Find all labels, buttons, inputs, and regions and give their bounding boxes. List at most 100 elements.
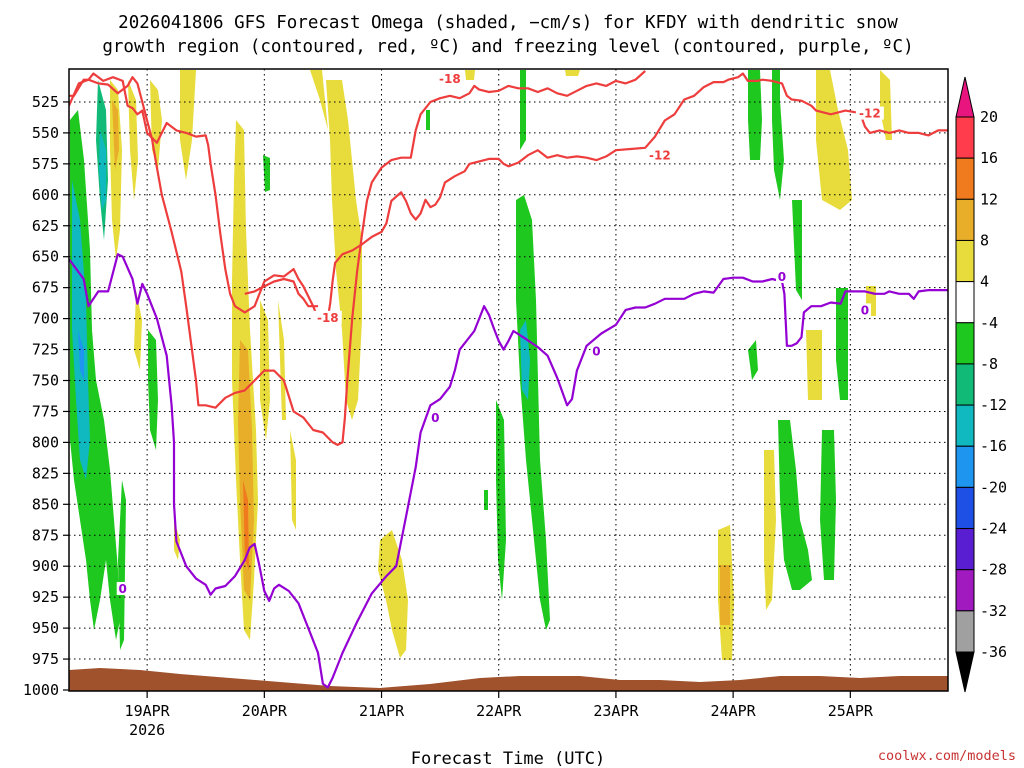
colorbar-label: 8 [980,231,989,249]
x-tick-label: 21APR [359,702,405,720]
contour-label: 0 [861,303,869,317]
omega-positive-area [465,70,475,80]
y-tick-label: 925 [32,588,59,606]
omega-negative-area [516,195,550,630]
x-tick-label: 22APR [476,702,522,720]
colorbar-swatch [955,486,975,530]
y-tick-label: 650 [32,248,59,266]
y-tick-label: 625 [32,217,59,235]
y-tick-label: 675 [32,279,59,297]
omega-shading [70,70,892,660]
x-tick-label: 25APR [828,702,874,720]
colorbar-label: 20 [980,108,998,126]
omega-negative-area [99,130,106,210]
x-axis-title: Forecast Time (UTC) [411,749,605,768]
colorbar-label: 4 [980,273,989,291]
omega-positive-area [806,330,822,400]
y-tick-label: 850 [32,495,59,513]
contour-label: -12 [649,149,671,163]
omega-positive-area [378,530,408,658]
colorbar-label: -20 [980,478,1007,496]
contour-label: 0 [431,411,439,425]
omega-positive-area [565,70,580,76]
y-tick-label: 950 [32,619,59,637]
omega-negative-area [772,70,784,200]
colorbar-label: -16 [980,437,1007,455]
omega-positive-area [290,430,296,530]
contour-label: 0 [592,344,600,358]
omega-positive-area [310,70,328,130]
colorbar-label: -32 [980,602,1007,620]
colorbar: 20 16 12 8 4 -4 -8 -12 -16 -20 -24 -28 -32 -36 [955,76,1007,693]
colorbar-swatch [955,610,975,653]
contour-label-bg [116,581,129,595]
contour-line [69,72,948,320]
colorbar-swatch [955,239,975,283]
colorbar-label: -8 [980,355,998,373]
y-tick-label: 975 [32,650,59,668]
contour-label-bg [775,269,788,283]
omega-positive-area [180,70,196,180]
y-tick-label: 825 [32,464,59,482]
contour-label: 0 [778,270,786,284]
terrain [69,668,948,691]
omega-negative-area [792,200,802,300]
y-tick-label: 875 [32,526,59,544]
contour-label-bg [645,148,674,162]
colorbar-swatch [955,445,975,488]
y-tick-label: 900 [32,557,59,575]
colorbar-label: 12 [980,190,998,208]
y-tick-label: 725 [32,341,59,359]
colorbar-swatch [955,198,975,241]
colorbar-top-arrow [955,76,975,118]
colorbar-bottom-arrow [955,651,975,693]
contour-line [69,253,948,689]
omega-negative-area [426,110,430,130]
omega-negative-area [78,330,84,380]
omega-negative-area [484,490,488,510]
contour-label-bg [429,411,442,425]
y-tick-label: 800 [32,433,59,451]
y-tick-label: 1000 [23,681,59,699]
omega-positive-area [764,450,776,610]
omega-positive-area [816,70,852,210]
omega-negative-area [836,288,848,400]
contour-label-bg [855,106,884,120]
y-tick-label: 525 [32,93,59,111]
omega-negative-area [778,420,812,590]
x-tick-label: 24APR [711,702,757,720]
omega-negative-area [148,330,158,450]
contour-line [69,70,646,446]
colorbar-swatch [955,281,975,324]
y-tick-label: 600 [32,186,59,204]
colorbar-label: -36 [980,643,1007,661]
omega-positive-area [278,300,286,420]
x-tick-year: 2026 [129,721,165,739]
colorbar-swatch [955,404,975,447]
contour-label: -18 [317,311,339,325]
omega-negative-area [72,180,90,480]
colorbar-swatch [955,322,975,365]
y-tick-label: 700 [32,310,59,328]
colorbar-label: 16 [980,149,998,167]
omega-positive-area [880,70,892,140]
colorbar-swatch [955,157,975,200]
omega-negative-area [70,110,120,640]
colorbar-label: -24 [980,520,1007,538]
y-tick-label: 775 [32,402,59,420]
omega-negative-area [748,70,762,160]
omega-positive-area [128,80,138,200]
omega-negative-area [118,480,126,650]
contour-label: -12 [859,107,881,121]
contour-label: -18 [439,72,461,86]
contour-label-bg [313,310,342,324]
omega-negative-area [520,70,526,150]
contour-line [244,277,318,308]
y-tick-label: 550 [32,124,59,142]
colorbar-swatch [955,528,975,571]
colorbar-swatch [955,363,975,406]
credit-link[interactable]: coolwx.com/models [878,748,1016,764]
contour-label-bg [435,71,464,85]
